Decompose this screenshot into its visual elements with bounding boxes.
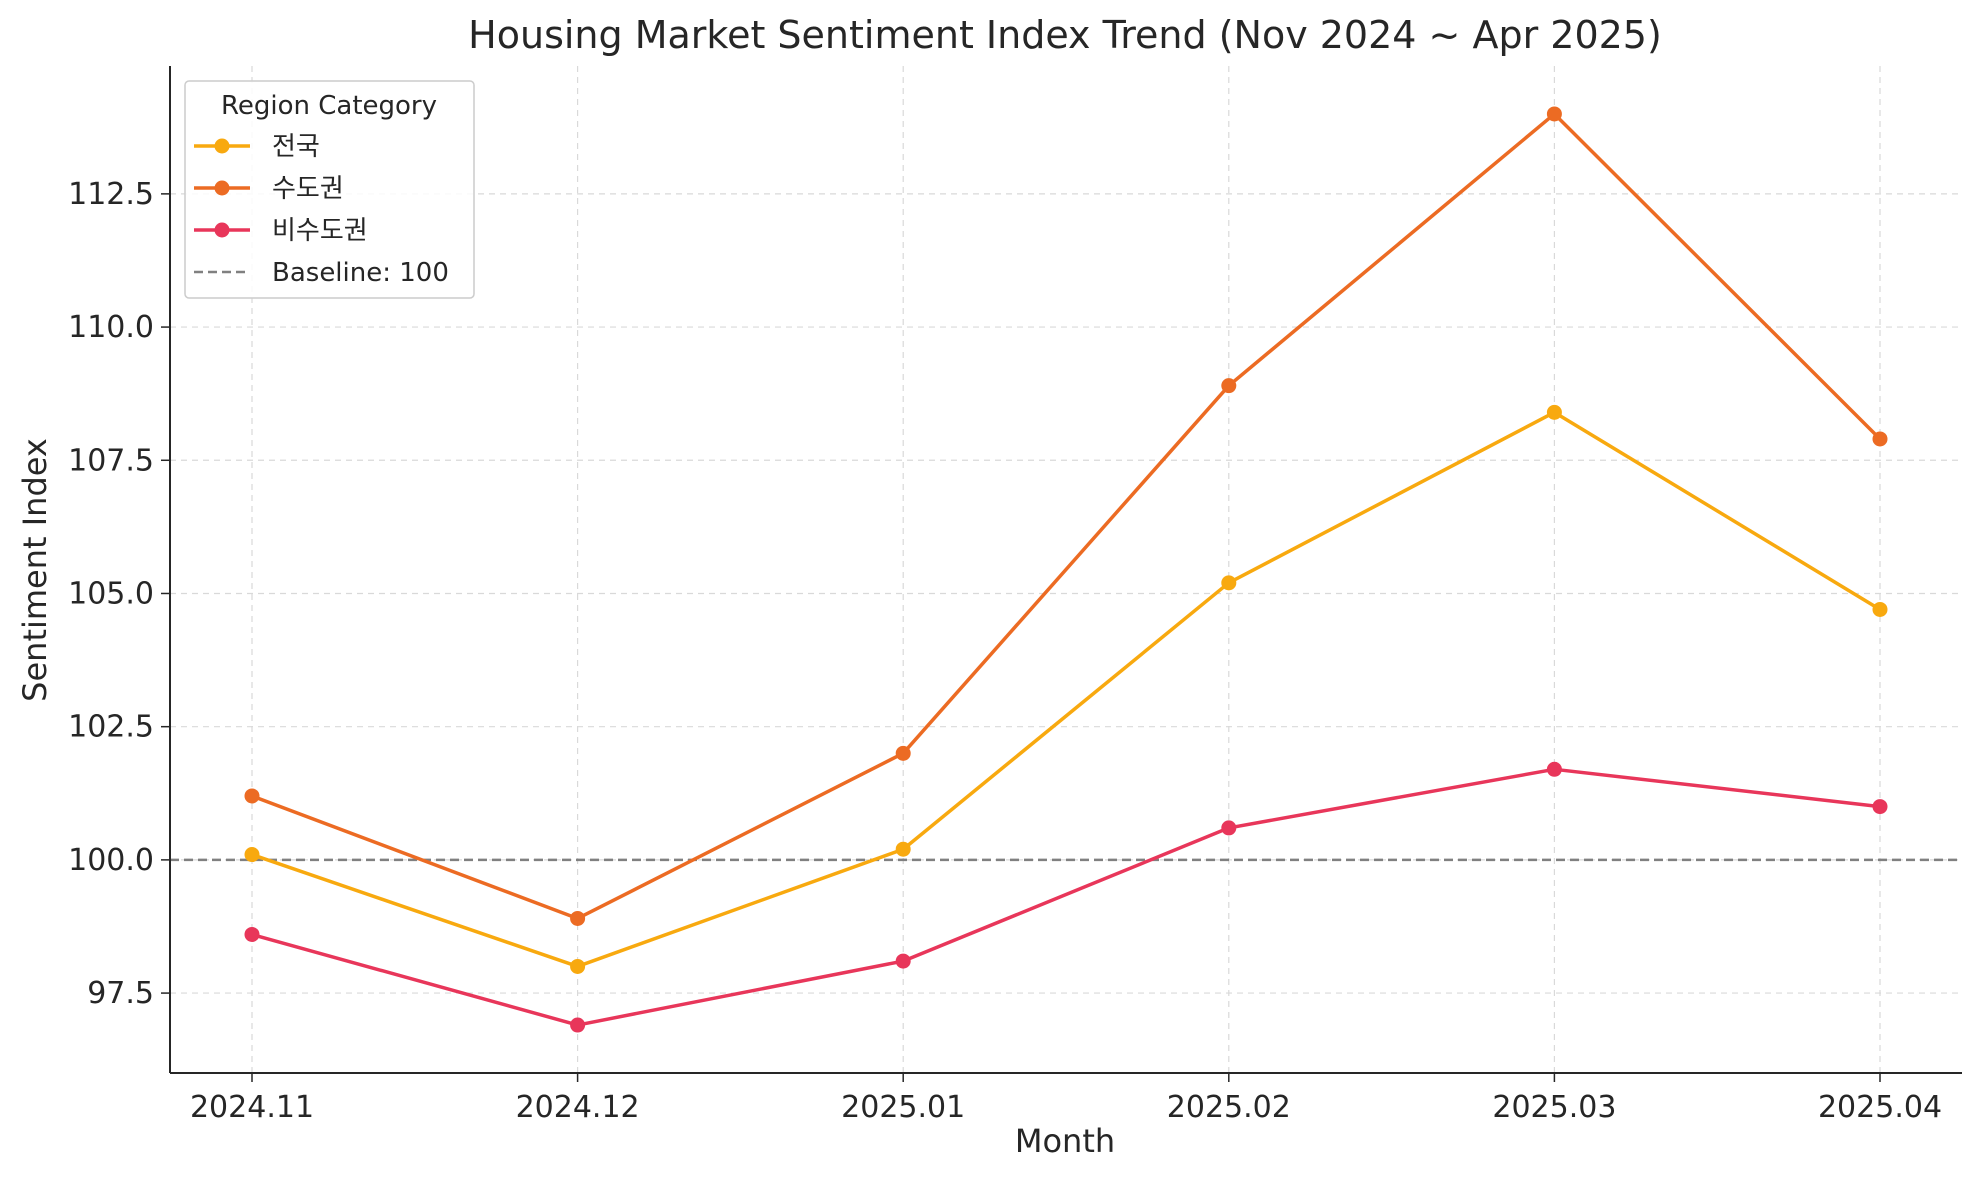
- series-layer: [244, 106, 1888, 1033]
- y-tick-label: 107.5: [68, 443, 154, 478]
- y-tick-labels: 97.5 100.0 102.5 105.0 107.5 110.0 112.5: [68, 177, 154, 1011]
- data-point: [570, 958, 586, 974]
- data-point: [895, 745, 911, 761]
- data-point: [570, 1017, 586, 1033]
- series: [244, 404, 1888, 974]
- series-line: [251, 410, 1881, 969]
- data-point: [244, 926, 260, 942]
- data-point: [244, 847, 260, 863]
- y-tick-label: 110.0: [68, 310, 154, 345]
- y-tick-label: 100.0: [68, 843, 154, 878]
- y-tick-label: 97.5: [87, 976, 154, 1011]
- data-point: [244, 788, 260, 804]
- x-tick-label: 2025.03: [1492, 1090, 1616, 1125]
- y-tick-label: 102.5: [68, 710, 154, 745]
- x-tick-label: 2024.11: [190, 1090, 314, 1125]
- legend-swatch-marker: [214, 138, 230, 154]
- series: [244, 106, 1888, 926]
- legend-item: 비수도권: [194, 216, 368, 246]
- series-line: [251, 767, 1881, 1027]
- axes: [161, 66, 1962, 1082]
- legend-label: 비수도권: [272, 216, 368, 246]
- data-point: [570, 910, 586, 926]
- y-tick-label: 112.5: [68, 177, 154, 212]
- series: [244, 761, 1888, 1033]
- y-axis-label: Sentiment Index: [16, 438, 54, 702]
- x-tick-label: 2025.01: [841, 1090, 965, 1125]
- legend-label: 수도권: [272, 174, 344, 204]
- legend-frame: [184, 80, 475, 299]
- data-point: [895, 953, 911, 969]
- data-point: [1221, 575, 1237, 591]
- x-axis-label: Month: [1015, 1122, 1115, 1160]
- y-tick-label: 105.0: [68, 576, 154, 611]
- legend-label: 전국: [272, 132, 320, 162]
- data-point: [1872, 431, 1888, 447]
- x-tick-label: 2024.12: [516, 1090, 640, 1125]
- data-point: [1221, 378, 1237, 394]
- legend-label: Baseline: 100: [272, 258, 449, 288]
- legend-title: Region Category: [221, 91, 437, 121]
- x-tick-label: 2025.02: [1167, 1090, 1291, 1125]
- legend-item: Baseline: 100: [194, 258, 449, 288]
- legend-item: 전국: [194, 132, 320, 162]
- x-tick-label: 2025.04: [1818, 1090, 1942, 1125]
- data-point: [1546, 106, 1562, 122]
- data-point: [1872, 601, 1888, 617]
- data-point: [1221, 820, 1237, 836]
- data-point: [1546, 404, 1562, 420]
- legend-swatch-marker: [214, 222, 230, 238]
- x-tick-labels: 2024.11 2024.12 2025.01 2025.02 2025.03 2025.…: [190, 1090, 1942, 1125]
- data-point: [1546, 761, 1562, 777]
- data-point: [895, 841, 911, 857]
- chart-title: Housing Market Sentiment Index Trend (No…: [468, 13, 1662, 57]
- data-point: [1872, 799, 1888, 815]
- series-line: [251, 112, 1882, 921]
- legend-swatch-marker: [214, 180, 230, 196]
- legend-item: 수도권: [194, 174, 344, 204]
